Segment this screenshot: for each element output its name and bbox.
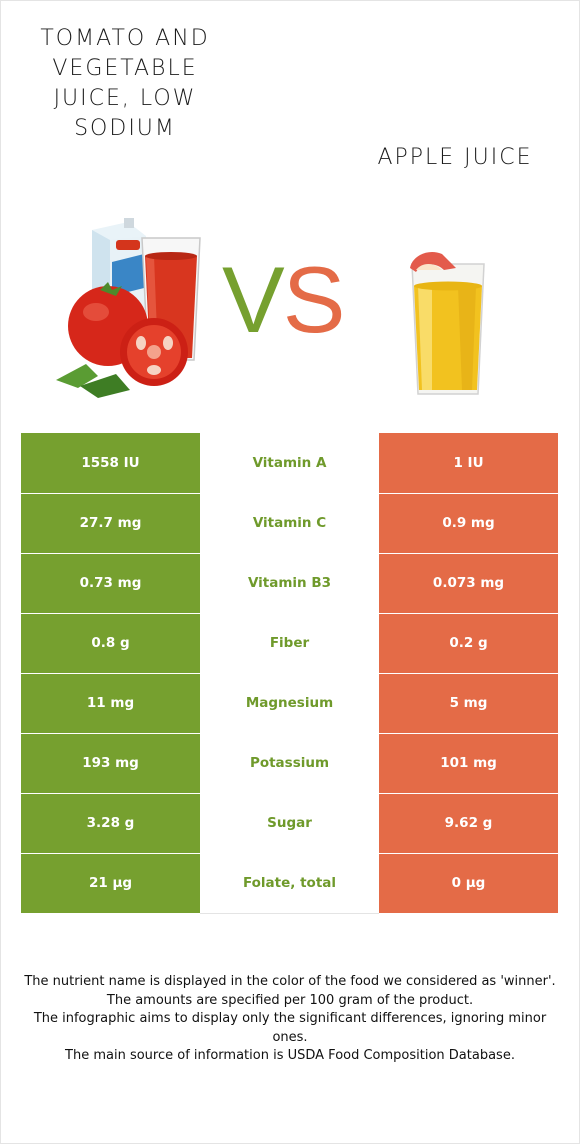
- apple-juice-illustration: [398, 250, 494, 400]
- nutrient-name: Vitamin B3: [200, 553, 379, 614]
- right-value: 5 mg: [379, 673, 558, 734]
- nutrient-name: Folate, total: [200, 853, 379, 914]
- versus-label: VS: [222, 252, 352, 348]
- table-row: 21 µg Folate, total 0 µg: [21, 853, 558, 914]
- vs-v: V: [222, 247, 285, 352]
- footnote: The main source of information is USDA F…: [65, 1048, 515, 1063]
- left-value: 11 mg: [21, 673, 200, 734]
- footnotes: The nutrient name is displayed in the co…: [18, 973, 562, 1066]
- right-value: 0 µg: [379, 853, 558, 913]
- apple-slice: [410, 251, 456, 272]
- comparison-table: 1558 IU Vitamin A 1 IU 27.7 mg Vitamin C…: [21, 433, 558, 914]
- nutrient-name: Sugar: [200, 793, 379, 854]
- vs-s: S: [282, 247, 346, 352]
- left-food-title: TOMATO AND VEGETABLE JUICE, LOW SODIUM: [40, 26, 210, 141]
- right-value: 101 mg: [379, 733, 558, 794]
- footnote: The nutrient name is displayed in the co…: [24, 974, 556, 989]
- left-value: 1558 IU: [21, 433, 200, 494]
- nutrient-name: Magnesium: [200, 673, 379, 734]
- left-value: 3.28 g: [21, 793, 200, 854]
- nutrient-name: Vitamin C: [200, 493, 379, 554]
- right-value: 1 IU: [379, 433, 558, 494]
- table-row: 3.28 g Sugar 9.62 g: [21, 793, 558, 854]
- left-value: 0.73 mg: [21, 553, 200, 614]
- nutrient-name: Potassium: [200, 733, 379, 794]
- apple-juice-image: [410, 251, 485, 395]
- table-row: 27.7 mg Vitamin C 0.9 mg: [21, 493, 558, 554]
- right-food-title: APPLE JUICE: [377, 145, 533, 170]
- tomato-juice-illustration: [50, 210, 240, 400]
- right-value: 0.9 mg: [379, 493, 558, 554]
- right-value: 0.2 g: [379, 613, 558, 674]
- left-value: 21 µg: [21, 853, 200, 913]
- left-value: 193 mg: [21, 733, 200, 794]
- table-row: 11 mg Magnesium 5 mg: [21, 673, 558, 734]
- table-row: 193 mg Potassium 101 mg: [21, 733, 558, 794]
- nutrient-name: Vitamin A: [200, 433, 379, 494]
- tomato-juice-image: [56, 218, 201, 398]
- left-value: 27.7 mg: [21, 493, 200, 554]
- footnote: The amounts are specified per 100 gram o…: [106, 992, 474, 1008]
- table-row: 1558 IU Vitamin A 1 IU: [21, 433, 558, 494]
- right-value: 9.62 g: [379, 793, 558, 854]
- table-row: 0.73 mg Vitamin B3 0.073 mg: [21, 553, 558, 614]
- right-value: 0.073 mg: [379, 553, 558, 614]
- left-value: 0.8 g: [21, 613, 200, 674]
- footnote: The infographic aims to display only the…: [33, 1011, 547, 1045]
- nutrient-name: Fiber: [200, 613, 379, 674]
- table-row: 0.8 g Fiber 0.2 g: [21, 613, 558, 674]
